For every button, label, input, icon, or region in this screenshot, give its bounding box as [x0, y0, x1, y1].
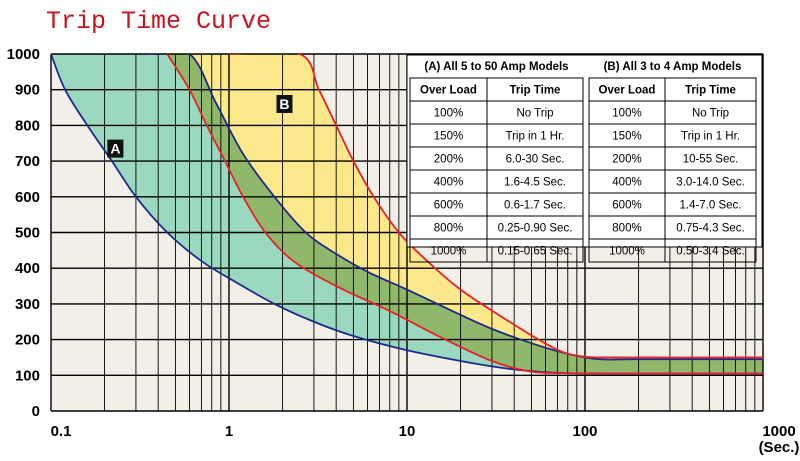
band-a-upper-edge	[147, 54, 763, 361]
y-tick-label: 800	[15, 117, 40, 134]
table-cell: 3.0-14.0 Sec.	[676, 177, 744, 189]
chart-title: Trip Time Curve	[46, 7, 271, 36]
band-label-badge	[107, 139, 124, 158]
table-cell: 1.6-4.5 Sec.	[504, 177, 566, 189]
trip-table: Over Load Trip Time 100% No Trip 150% Trip in…	[409, 77, 584, 263]
band-b-lower-edge	[166, 54, 763, 375]
y-axis-ticks: 0 100 200 300 400 500 600 700 800 900 1000	[7, 46, 40, 420]
table-cell: 0.6-1.7 Sec.	[504, 200, 566, 212]
y-tick-label: 900	[15, 82, 40, 99]
x-tick-label: 1000	[762, 423, 795, 440]
band-b-area	[167, 54, 763, 374]
y-tick-label: 600	[15, 189, 40, 206]
x-tick-label: 100	[572, 423, 597, 440]
x-unit-label: (Sec.)	[759, 439, 800, 456]
table-header-cell: Trip Time	[685, 85, 736, 97]
x-axis-ticks: 0.1 1 10 100 1000	[51, 423, 796, 440]
y-tick-label: 500	[15, 225, 40, 242]
table-cell: 200%	[434, 154, 463, 166]
x-tick-label: 0.1	[51, 423, 72, 440]
table-cell: 600%	[434, 200, 463, 212]
x-tick-label: 1	[225, 423, 233, 440]
table-cell: 400%	[434, 177, 463, 189]
table-cell: 100%	[612, 108, 641, 120]
table-cell: Trip in 1 Hr.	[505, 131, 564, 143]
y-tick-label: 300	[15, 296, 40, 313]
x-tick-label: 10	[399, 423, 416, 440]
table-cell: Trip in 1 Hr.	[681, 131, 740, 143]
table-cell: 1000%	[431, 246, 467, 258]
table-cell: 600%	[612, 200, 641, 212]
table-cell: 100%	[434, 108, 463, 120]
table-cell: 6.0-30 Sec.	[506, 154, 565, 166]
trip-tables: (A) All 5 to 50 Amp Models Over Load Trip …	[406, 54, 763, 263]
table-cell: 0.25-0.90 Sec.	[498, 223, 573, 235]
table-cell: 200%	[612, 154, 641, 166]
table-cell: 800%	[434, 223, 463, 235]
y-tick-label: 100	[15, 367, 40, 384]
y-tick-label: 200	[15, 332, 40, 349]
table-cell: 0.50-3.4 Sec.	[676, 246, 744, 258]
table-header-cell: Over Load	[599, 85, 656, 97]
band-b-upper-edge	[229, 54, 763, 359]
band-labels: AB	[107, 94, 293, 158]
trip-table: Over Load Trip Time 100% No Trip 150% Trip in…	[588, 77, 757, 263]
table-panel	[406, 54, 763, 248]
table-cell: 400%	[612, 177, 641, 189]
y-tick-label: 1000	[7, 46, 40, 63]
table-cell: 1000%	[609, 246, 645, 258]
y-tick-label: 700	[15, 153, 40, 170]
table-cell: 150%	[612, 131, 641, 143]
band-label-a: A	[110, 141, 120, 157]
band-label-b: B	[279, 96, 289, 112]
curve-edges-layer	[51, 54, 763, 375]
table-cell: 0.15-0.65 Sec.	[498, 246, 573, 258]
table-cell: No Trip	[516, 108, 553, 120]
y-tick-label: 400	[15, 260, 40, 277]
table-header-cell: Over Load	[420, 85, 477, 97]
y-tick-label: 0	[32, 403, 40, 420]
table-cell: 150%	[434, 131, 463, 143]
band-label-badge	[276, 94, 293, 113]
table-title: (B) All 3 to 4 Amp Models	[604, 61, 742, 73]
table-cell: No Trip	[692, 108, 729, 120]
table-cell: 0.75-4.3 Sec.	[676, 223, 744, 235]
table-cell: 10-55 Sec.	[683, 154, 739, 166]
table-cell: 1.4-7.0 Sec.	[679, 200, 741, 212]
table-header-cell: Trip Time	[510, 85, 561, 97]
table-title: (A) All 5 to 50 Amp Models	[424, 61, 568, 73]
table-cell: 800%	[612, 223, 641, 235]
